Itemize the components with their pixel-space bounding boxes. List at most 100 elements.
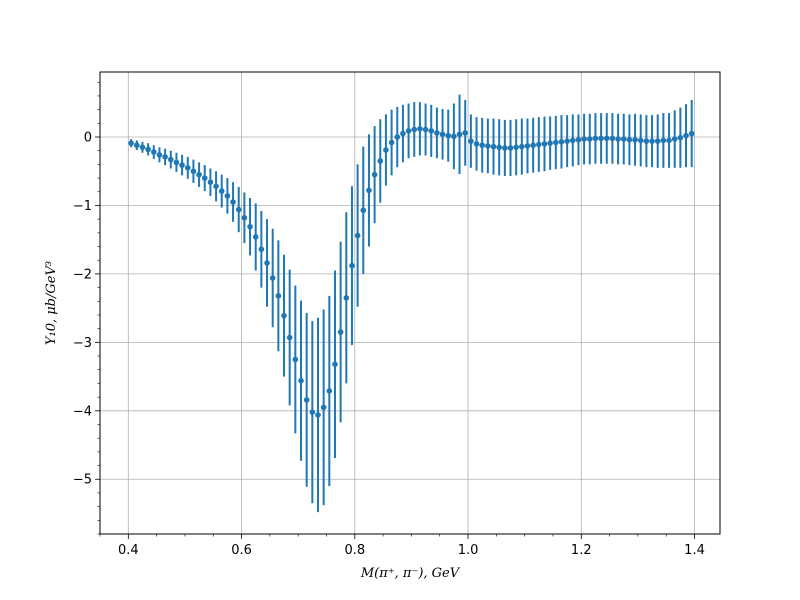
data-point	[173, 159, 180, 166]
data-point	[371, 171, 378, 178]
data-point	[326, 388, 333, 394]
data-point	[586, 136, 593, 142]
data-point	[530, 142, 536, 149]
data-point	[394, 134, 401, 140]
y-axis-label: Y₁0, μb/GeV³	[44, 261, 59, 345]
data-point	[383, 147, 389, 153]
data-point	[620, 136, 627, 142]
data-point	[309, 409, 316, 415]
data-point	[434, 130, 440, 136]
x-tick-label: 1.0	[458, 543, 479, 558]
x-tick-label: 1.4	[684, 543, 705, 558]
data-point	[264, 260, 270, 266]
data-point	[388, 139, 395, 146]
data-point	[536, 141, 542, 148]
data-point	[269, 275, 276, 281]
data-point	[349, 262, 355, 269]
data-point	[575, 136, 582, 143]
data-point	[490, 143, 497, 150]
data-point	[315, 412, 321, 418]
data-point	[671, 136, 678, 142]
data-point	[473, 141, 480, 147]
y-tick-label: −3	[73, 336, 92, 351]
y-tick-label: −5	[73, 473, 92, 488]
data-point	[649, 138, 655, 144]
data-point	[139, 144, 146, 151]
data-series	[128, 94, 695, 513]
data-point	[439, 131, 446, 138]
data-point	[377, 158, 384, 164]
data-point	[303, 397, 310, 403]
data-point	[598, 135, 604, 142]
data-point	[445, 132, 452, 139]
data-point	[632, 136, 638, 143]
data-point	[688, 130, 695, 137]
data-point	[615, 136, 621, 142]
data-point	[134, 142, 140, 149]
axis-ticks: 0.4 0.6 0.8 1.0 1.2 1.4 −5 −4 −3 −2 −1 0	[73, 81, 705, 558]
data-point	[666, 137, 672, 144]
x-axis-label: M(π⁺, π⁻), GeV	[360, 566, 461, 581]
data-point	[150, 149, 157, 155]
data-point	[581, 136, 587, 142]
data-point	[422, 126, 429, 133]
data-point	[162, 154, 168, 160]
data-point	[196, 171, 202, 178]
data-point	[643, 138, 650, 144]
x-tick-label: 0.4	[118, 543, 139, 558]
data-point	[343, 295, 350, 301]
data-point	[660, 137, 667, 144]
data-point	[451, 133, 457, 140]
data-point	[637, 137, 644, 144]
x-tick-label: 0.6	[231, 543, 252, 558]
data-point	[337, 329, 344, 335]
data-point	[332, 361, 338, 368]
data-point	[320, 404, 327, 411]
data-point	[683, 132, 689, 139]
data-point	[207, 179, 214, 185]
data-point	[167, 156, 174, 163]
data-point	[156, 152, 163, 158]
data-point	[354, 232, 361, 239]
data-point	[247, 223, 253, 230]
data-point	[400, 130, 406, 137]
y-tick-label: 0	[84, 131, 92, 146]
data-point	[558, 139, 565, 145]
grid-lines	[100, 72, 720, 534]
data-point	[360, 207, 367, 214]
data-point	[252, 234, 259, 240]
data-point	[524, 143, 531, 149]
data-point	[428, 128, 435, 134]
data-point	[411, 126, 418, 133]
data-point	[292, 356, 299, 363]
data-point	[519, 143, 525, 150]
data-point	[496, 144, 502, 151]
data-point	[366, 187, 372, 194]
data-point	[258, 246, 265, 253]
data-point	[145, 146, 151, 153]
x-tick-label: 1.2	[571, 543, 592, 558]
data-point	[128, 140, 134, 146]
data-point	[677, 134, 684, 141]
data-point	[184, 165, 191, 171]
data-point	[281, 312, 287, 319]
data-point	[298, 377, 304, 384]
data-point	[541, 141, 548, 147]
data-point	[286, 334, 293, 341]
data-point	[201, 175, 208, 181]
data-point	[468, 138, 474, 144]
data-point	[241, 214, 248, 221]
y-tick-label: −2	[73, 267, 92, 282]
data-point	[456, 131, 463, 138]
data-point	[603, 135, 610, 142]
data-point	[609, 135, 616, 142]
y-tick-label: −1	[73, 199, 92, 214]
data-point	[485, 143, 491, 149]
data-point	[507, 145, 514, 151]
data-point	[569, 137, 576, 144]
data-point	[405, 128, 412, 134]
data-point	[564, 138, 570, 144]
data-point	[224, 193, 231, 199]
